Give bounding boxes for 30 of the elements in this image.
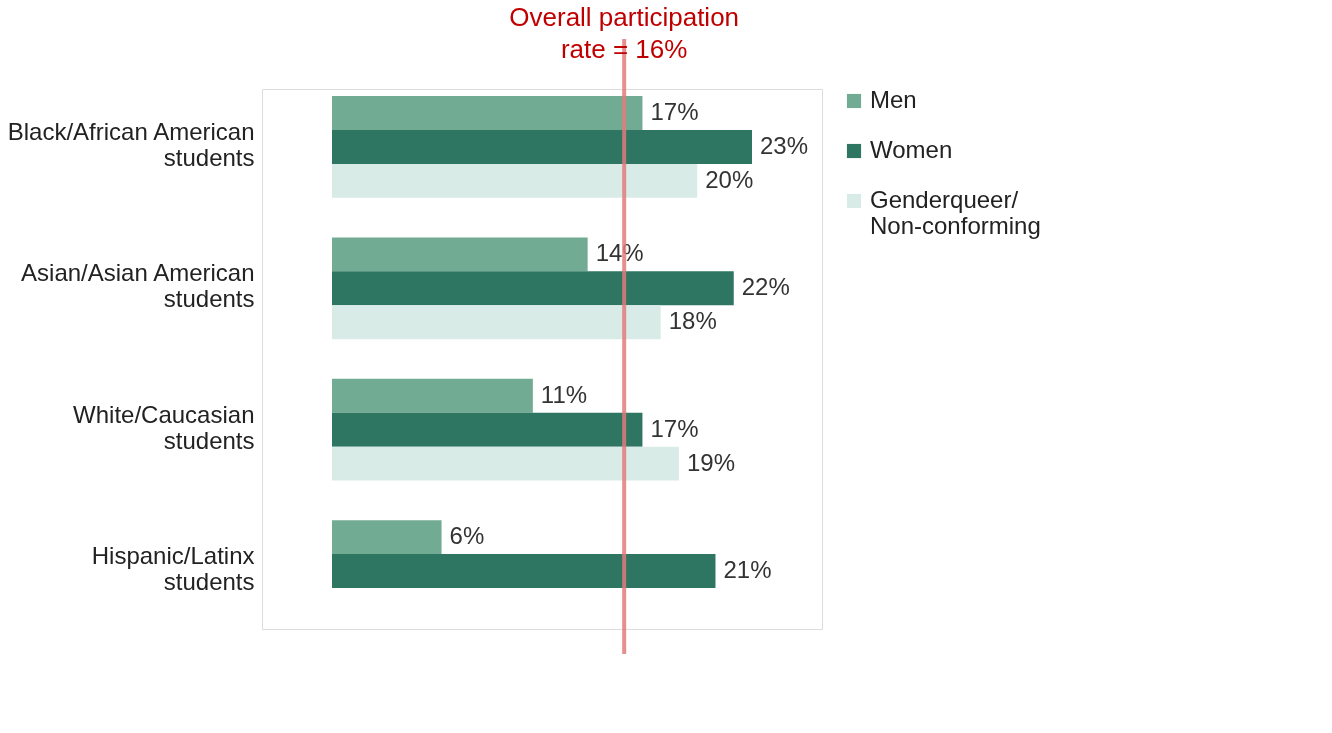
bar — [332, 378, 533, 413]
bar — [332, 237, 588, 272]
bar — [332, 305, 661, 340]
y-tick-label: Hispanic/Latinx students — [91, 542, 255, 596]
data-label: 18% — [668, 307, 717, 335]
legend-label: Men — [870, 86, 917, 113]
y-tick-label: Black/African American students — [7, 117, 255, 171]
bar — [332, 446, 679, 481]
bar — [332, 163, 698, 198]
bar — [332, 520, 442, 555]
bar — [332, 554, 716, 589]
data-label: 11% — [540, 380, 588, 408]
ref-line-label: Overall participation rate = 16% — [509, 2, 740, 64]
bar — [332, 412, 643, 447]
data-label: 20% — [705, 165, 754, 193]
bar — [332, 129, 752, 164]
legend-label: Genderqueer/Non-conforming — [870, 186, 1041, 239]
data-label: 22% — [741, 273, 790, 301]
data-label: 21% — [723, 556, 772, 584]
data-label: 6% — [449, 522, 485, 550]
legend-label: Women — [870, 136, 953, 163]
bar — [332, 96, 643, 130]
data-label: 14% — [595, 239, 644, 267]
y-tick-label: Asian/Asian American students — [21, 259, 255, 313]
y-tick-label: White/Caucasian students — [73, 400, 255, 454]
bar — [332, 271, 734, 306]
data-label: 17% — [650, 414, 699, 442]
data-label: 23% — [760, 131, 809, 159]
data-label: 19% — [686, 448, 735, 476]
data-label: 17% — [650, 98, 699, 126]
